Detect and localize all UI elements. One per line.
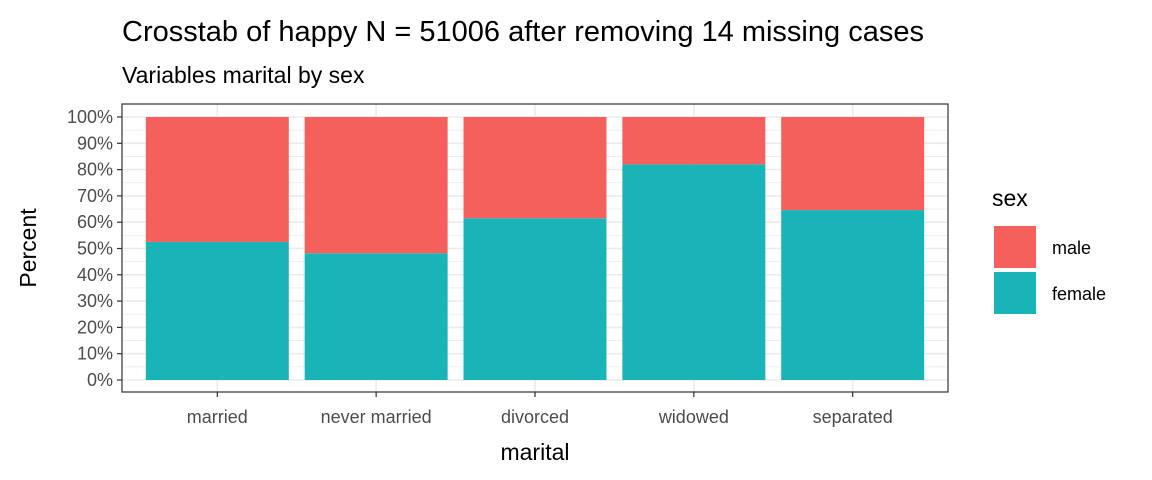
legend-items: male female bbox=[994, 226, 1106, 314]
chart-subtitle: Variables marital by sex bbox=[122, 62, 365, 88]
legend-title: sex bbox=[992, 185, 1028, 211]
y-tick-label: 30% bbox=[77, 291, 113, 311]
y-tick-label: 80% bbox=[77, 160, 113, 180]
legend-key-male bbox=[994, 226, 1036, 268]
y-tick-label: 10% bbox=[77, 344, 113, 364]
bar-female-divorced bbox=[463, 218, 607, 380]
y-tick-label: 70% bbox=[77, 186, 113, 206]
bar-female-married bbox=[145, 241, 289, 380]
bar-female-never-married bbox=[304, 253, 448, 380]
legend-label-male: male bbox=[1052, 238, 1091, 258]
bar-male-married bbox=[145, 117, 289, 242]
x-tick-label: widowed bbox=[658, 407, 729, 427]
x-tick-label: separated bbox=[813, 407, 893, 427]
y-axis-title: Percent bbox=[15, 208, 41, 288]
bar-female-widowed bbox=[622, 164, 766, 380]
y-axis: 0% 10% 20% 30% 40% 50% 60% 70% 80% 90% 100% bbox=[67, 107, 122, 390]
y-tick-label: 100% bbox=[67, 107, 113, 127]
x-tick-label: never married bbox=[321, 407, 432, 427]
x-tick-label: married bbox=[187, 407, 248, 427]
x-axis: married never married divorced widowed separ… bbox=[187, 392, 893, 427]
bar-male-separated bbox=[781, 117, 925, 211]
y-tick-label: 50% bbox=[77, 239, 113, 259]
plot-area: 0% 10% 20% 30% 40% 50% 60% 70% 80% 90% 100% marrie… bbox=[67, 103, 949, 427]
legend-key-female bbox=[994, 272, 1036, 314]
bars bbox=[145, 117, 925, 380]
legend: sex male female bbox=[992, 185, 1106, 314]
y-tick-label: 0% bbox=[87, 370, 113, 390]
y-tick-label: 40% bbox=[77, 265, 113, 285]
legend-label-female: female bbox=[1052, 284, 1106, 304]
bar-male-widowed bbox=[622, 117, 766, 165]
y-tick-label: 90% bbox=[77, 133, 113, 153]
x-tick-label: divorced bbox=[501, 407, 569, 427]
x-axis-title: marital bbox=[500, 439, 569, 465]
bar-female-separated bbox=[781, 210, 925, 380]
chart-title: Crosstab of happy N = 51006 after removi… bbox=[122, 16, 924, 48]
bar-male-divorced bbox=[463, 117, 607, 219]
y-tick-label: 20% bbox=[77, 317, 113, 337]
bar-male-never-married bbox=[304, 117, 448, 254]
y-tick-label: 60% bbox=[77, 212, 113, 232]
